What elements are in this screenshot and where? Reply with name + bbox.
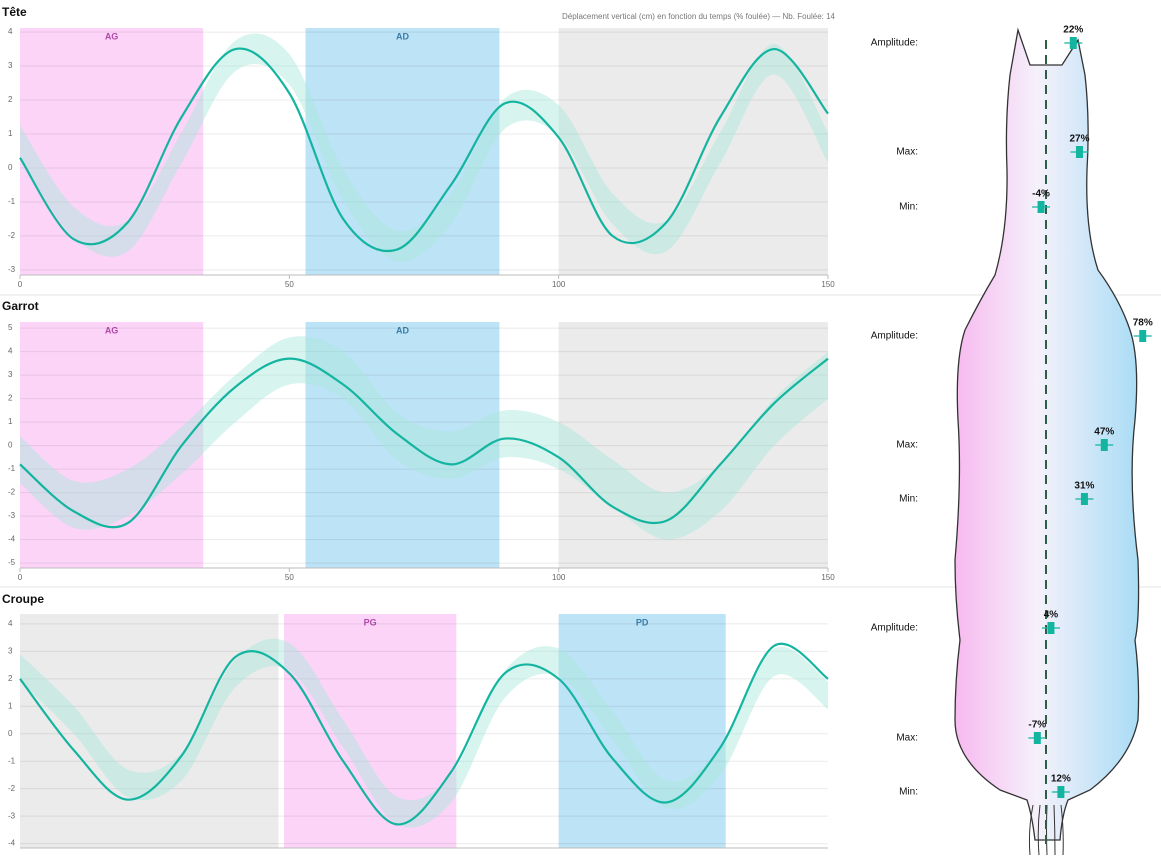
phase-label: PD	[636, 617, 649, 627]
phase-region	[558, 614, 726, 848]
y-tick-label: -5	[8, 558, 16, 567]
asymmetry-marker	[1051, 786, 1070, 798]
row-label: Max:	[896, 733, 918, 744]
y-tick-label: 2	[8, 394, 13, 403]
asymmetry-marker	[1064, 37, 1083, 49]
marker-value: 12%	[1051, 774, 1071, 785]
row-label: Max:	[896, 147, 918, 158]
asymmetry-marker	[1075, 493, 1094, 505]
x-tick-label: 0	[18, 280, 23, 289]
y-tick-label: 0	[8, 729, 13, 738]
y-tick-label: 4	[8, 27, 13, 36]
phase-label: AG	[105, 31, 119, 41]
y-tick-label: -4	[8, 535, 16, 544]
marker-value: 27%	[1069, 134, 1089, 145]
y-tick-label: -2	[8, 488, 16, 497]
phase-region	[558, 322, 828, 568]
y-tick-label: 1	[8, 129, 13, 138]
y-tick-label: -1	[8, 197, 16, 206]
x-tick-label: 100	[552, 280, 566, 289]
phase-label: AD	[396, 325, 409, 335]
phase-region	[558, 28, 828, 275]
mean-line	[19, 47, 829, 253]
row-label: Max:	[896, 440, 918, 451]
y-tick-label: 0	[8, 441, 13, 450]
marker-box	[1069, 37, 1077, 49]
x-tick-label: 150	[821, 280, 835, 289]
chart-subtitle: Déplacement vertical (cm) en fonction du…	[562, 12, 836, 21]
chart-title: Croupe	[2, 592, 44, 606]
x-tick-label: 50	[285, 573, 294, 582]
y-tick-label: -1	[8, 756, 16, 765]
y-tick-label: -2	[8, 784, 16, 793]
marker-value: 78%	[1133, 318, 1153, 329]
marker-value: 31%	[1074, 481, 1094, 492]
marker-box	[1075, 146, 1083, 158]
marker-box	[1033, 732, 1041, 744]
asymmetry-marker	[1032, 201, 1051, 213]
marker-value: 47%	[1094, 427, 1114, 438]
y-tick-label: -3	[8, 811, 16, 820]
asymmetry-marker	[1041, 622, 1060, 634]
y-tick-label: 2	[8, 95, 13, 104]
asymmetry-marker	[1070, 146, 1089, 158]
marker-box	[1139, 330, 1147, 342]
marker-value: 22%	[1063, 25, 1083, 36]
y-tick-label: -4	[8, 839, 16, 848]
phase-region	[20, 614, 279, 848]
chart-title: Tête	[2, 5, 27, 19]
x-tick-label: 50	[285, 280, 294, 289]
marker-box	[1047, 622, 1055, 634]
phase-region	[305, 322, 500, 568]
x-tick-label: 0	[18, 573, 23, 582]
variability-band	[20, 336, 828, 540]
marker-value: 4%	[1044, 610, 1059, 621]
row-label: Min:	[899, 787, 918, 798]
variability-band	[20, 638, 828, 828]
asymmetry-marker	[1095, 439, 1114, 451]
marker-box	[1057, 786, 1065, 798]
y-tick-label: 1	[8, 417, 13, 426]
row-label: Amplitude:	[871, 38, 918, 49]
y-tick-label: 4	[8, 347, 13, 356]
marker-box	[1100, 439, 1108, 451]
marker-value: -4%	[1032, 189, 1050, 200]
asymmetry-marker	[1133, 330, 1152, 342]
y-tick-label: 2	[8, 674, 13, 683]
variability-band	[20, 33, 828, 262]
phase-label: AG	[105, 325, 119, 335]
phase-region	[305, 28, 500, 275]
phase-label: AD	[396, 31, 409, 41]
phase-region	[20, 28, 204, 275]
y-tick-label: -3	[8, 265, 16, 274]
row-label: Amplitude:	[871, 331, 918, 342]
row-label: Min:	[899, 494, 918, 505]
y-tick-label: -3	[8, 511, 16, 520]
chart-title: Garrot	[2, 299, 39, 313]
mean-line	[19, 357, 829, 529]
row-label: Amplitude:	[871, 623, 918, 634]
y-tick-label: 0	[8, 163, 13, 172]
y-tick-label: 5	[8, 323, 13, 332]
marker-box	[1080, 493, 1088, 505]
y-tick-label: 1	[8, 701, 13, 710]
mean-line	[19, 642, 829, 826]
phase-region	[283, 614, 457, 848]
y-tick-label: -2	[8, 231, 16, 240]
marker-box	[1037, 201, 1045, 213]
phase-label: PG	[364, 617, 377, 627]
y-tick-label: 3	[8, 370, 13, 379]
x-tick-label: 100	[552, 573, 566, 582]
asymmetry-marker	[1028, 732, 1047, 744]
y-tick-label: 3	[8, 646, 13, 655]
row-label: Min:	[899, 202, 918, 213]
y-tick-label: -1	[8, 464, 16, 473]
marker-value: -7%	[1028, 720, 1046, 731]
y-tick-label: 4	[8, 619, 13, 628]
x-tick-label: 150	[821, 573, 835, 582]
y-tick-label: 3	[8, 61, 13, 70]
